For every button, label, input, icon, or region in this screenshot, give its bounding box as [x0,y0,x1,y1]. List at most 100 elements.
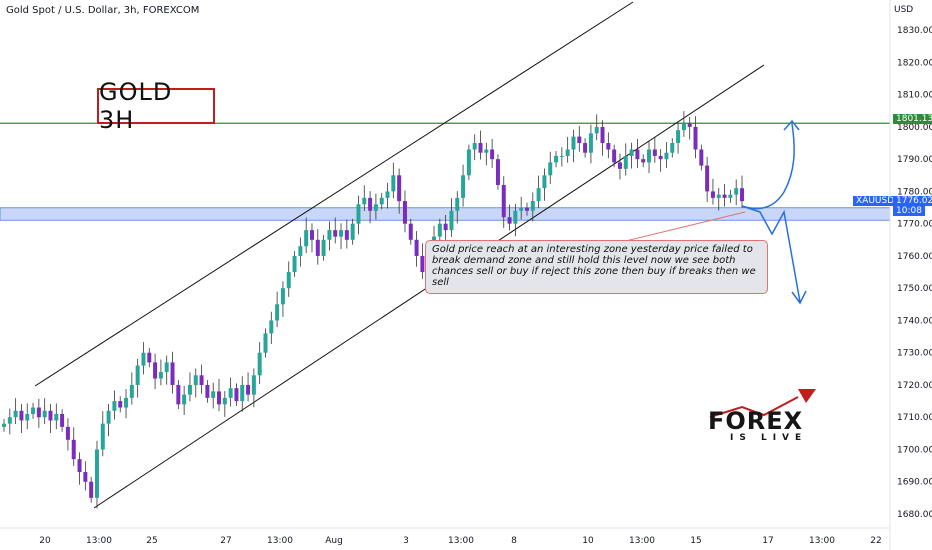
candle-body [251,375,256,395]
x-tick-label: 3 [403,536,409,546]
candle-body [408,223,413,240]
candle-body [373,204,378,211]
candle-body [699,149,704,166]
candle-body [321,239,326,256]
x-tick-label: 25 [146,536,157,546]
sell-scenario-arrow [741,205,801,303]
forex-logo: FOREX IS LIVE [706,385,826,445]
logo-tagline: IS LIVE [730,433,808,443]
candle-body [217,391,222,405]
candle-body [292,255,297,273]
x-tick-label: 20 [39,536,51,546]
candle-body [211,391,216,398]
candle-body [71,439,76,460]
buy-scenario-arrow [741,123,795,210]
candle-body [182,394,187,405]
candle-body [501,184,506,218]
x-tick-label: 10 [582,536,594,546]
y-tick-label: 1800.00 [897,123,932,133]
candle-body [362,197,367,205]
candle-body [635,149,640,160]
y-tick-label: 1750.00 [897,284,932,294]
candle-body [484,149,489,153]
candle-body [170,362,175,385]
candle-body [106,410,111,424]
y-tick-label: 1720.00 [897,381,932,391]
candle-body [658,155,663,160]
trend-arrow-icon [709,389,816,418]
x-tick-label: 8 [511,536,517,546]
y-tick-label: 1680.00 [897,510,932,520]
candle-body [205,384,210,398]
candle-body [124,397,129,408]
candle-body [36,407,41,418]
candle-body [507,217,512,224]
y-tick-label: 1740.00 [897,316,932,326]
candle-body [158,372,163,379]
candle-body [147,352,152,363]
candle-body [455,197,460,211]
candle-body [368,197,373,211]
candle-body [129,384,134,398]
candle-body [77,459,82,473]
x-tick-label: 13:00 [267,536,293,546]
candle-body [652,149,657,156]
candle-body [89,481,94,498]
candle-body [100,423,105,450]
candle-body [153,362,158,379]
y-tick-label: 1810.00 [897,91,932,101]
candle-body [420,255,425,273]
candle-body [583,143,588,153]
chart-title: Gold Spot / U.S. Dollar, 3h, FOREXCOM [6,5,200,16]
x-tick-label: 13:00 [86,536,112,546]
candle-body [356,204,361,224]
candle-body [246,384,251,395]
x-tick-label: Aug [325,536,343,546]
candle-body [48,410,53,421]
candle-body [524,207,529,211]
candle-body [327,230,332,240]
candle-body [542,175,547,189]
candle-body [647,149,652,163]
x-tick-label: 15 [690,536,701,546]
candle-body [240,384,245,402]
candle-body [257,352,262,376]
candle-body [414,239,419,256]
candle-body [734,188,739,195]
candle-body [565,149,570,156]
candle-body [176,384,181,405]
analysis-note[interactable]: Gold price reach at an interesting zone … [425,240,768,294]
candle-body [83,472,88,482]
x-tick-label: 13:00 [629,536,655,546]
candle-body [443,223,448,231]
candle-body [710,191,715,198]
y-tick-label: 1730.00 [897,349,932,359]
candle-body [234,388,239,402]
candle-body [629,149,634,156]
candle-body [577,136,582,144]
candle-body [385,191,390,198]
y-tick-label: 1790.00 [897,155,932,165]
candle-body [7,417,12,424]
y-tick-label: 1780.00 [897,187,932,197]
candle-body [461,175,466,198]
candle-body [664,152,669,160]
candle-body [263,333,268,353]
x-tick-label: 13:00 [448,536,474,546]
candle-body [623,155,628,169]
x-tick-label: 13:00 [809,536,835,546]
candle-body [280,288,285,305]
symbol-tag: XAUUSD [853,196,898,206]
candle-body [286,272,291,289]
candle-body [559,155,564,157]
candle-body [60,414,65,427]
y-tick-label: 1690.00 [897,478,932,488]
candle-body [54,414,59,421]
candle-body [42,410,47,418]
candle-body [118,401,123,408]
candle-body [193,375,198,385]
last-price-tag: 1776.02 [893,196,932,206]
candle-body [617,162,622,169]
resistance-price-tag: 1801.13 [893,114,932,124]
